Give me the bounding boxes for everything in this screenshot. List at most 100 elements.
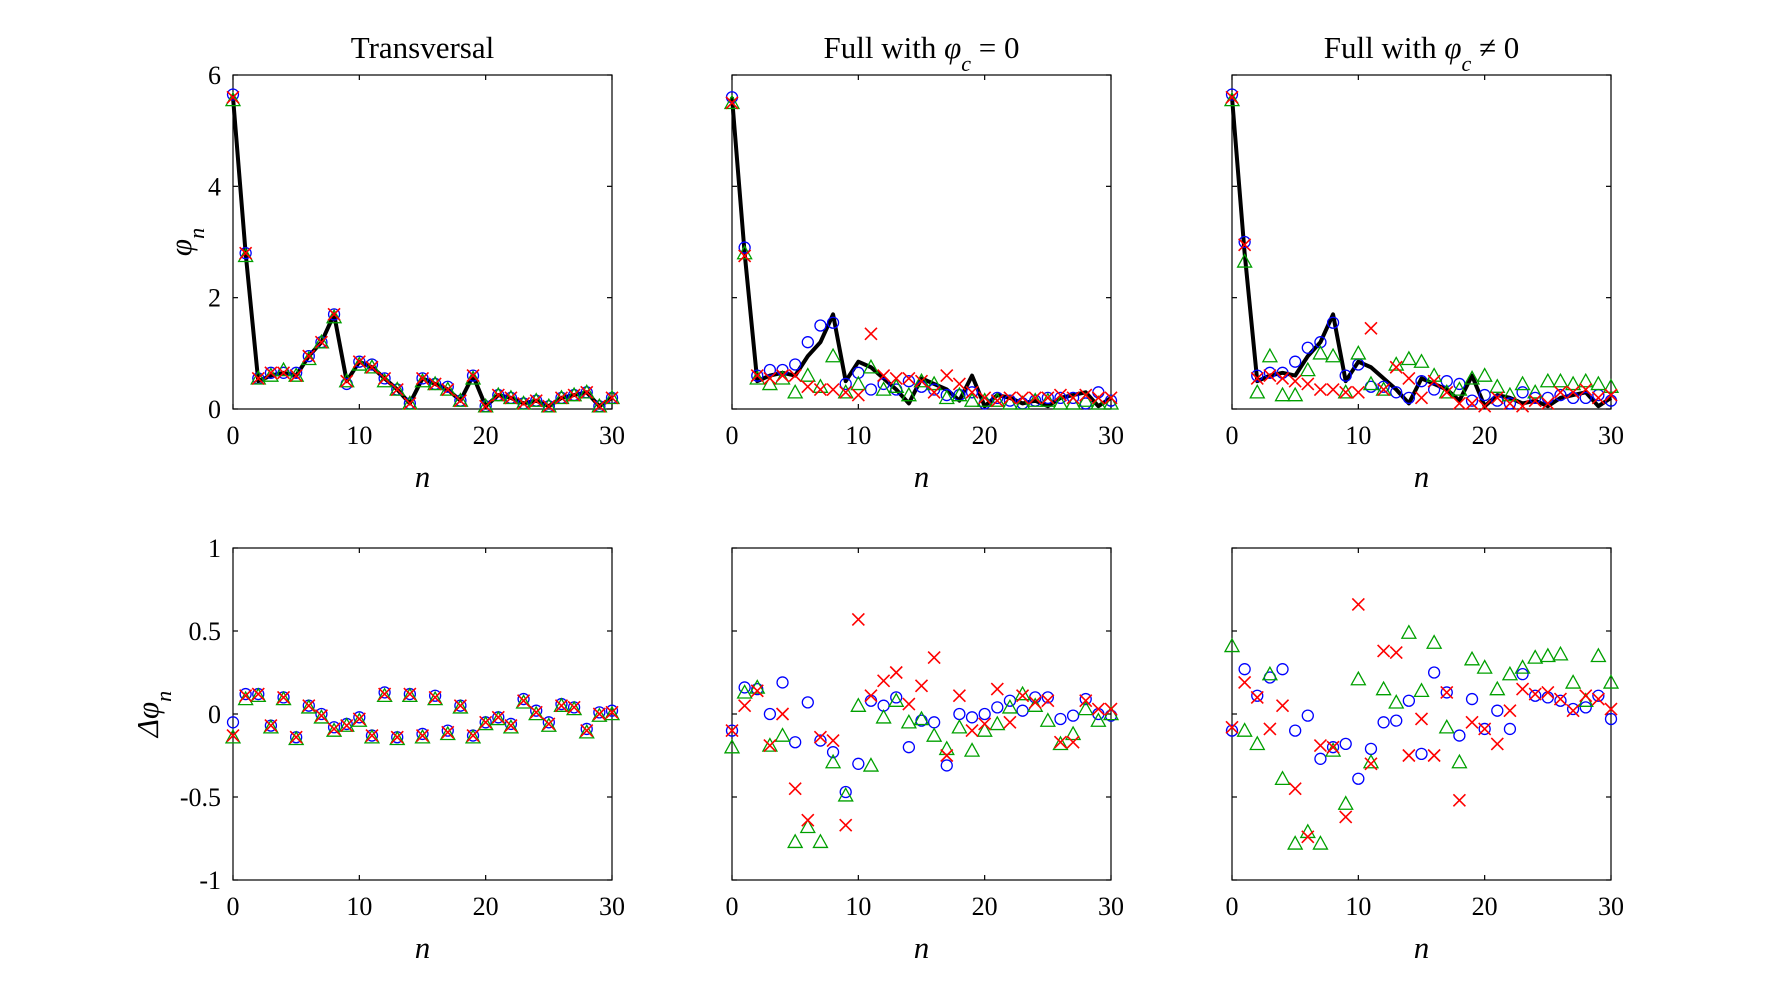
cross-point <box>902 697 916 711</box>
triangle-point <box>1413 682 1430 698</box>
y-axis-label: φn <box>163 228 209 256</box>
cross-point <box>1591 692 1605 706</box>
cross-point <box>1566 385 1580 399</box>
cross-point <box>763 371 777 385</box>
circle-point <box>738 681 751 694</box>
cross-point <box>580 724 594 738</box>
triangle-point <box>1451 381 1468 396</box>
triangle-point <box>603 389 621 405</box>
cross-point <box>1604 388 1618 402</box>
triangle-point <box>237 247 254 263</box>
triangle-point <box>565 386 583 402</box>
cross-point <box>889 371 903 385</box>
circle-point <box>1503 722 1517 736</box>
cross-point <box>453 699 467 713</box>
cross-point <box>567 388 581 402</box>
circle-point <box>1415 747 1428 760</box>
triangle-point <box>502 718 520 734</box>
triangle-point <box>1463 650 1481 666</box>
triangle-point <box>591 707 608 722</box>
triangle-point <box>1451 753 1468 769</box>
triangle-point <box>1400 350 1417 366</box>
cross-point <box>1427 748 1441 763</box>
triangle-point <box>951 718 968 734</box>
cross-point <box>1389 360 1403 374</box>
cross-point <box>567 700 581 714</box>
cross-point <box>1579 689 1593 703</box>
x-tick-label: 10 <box>845 421 871 450</box>
cross-point <box>763 738 777 753</box>
circle-point <box>902 741 916 754</box>
cross-point <box>1604 702 1618 716</box>
circle-point <box>1263 366 1277 379</box>
circle-point <box>890 691 903 704</box>
cross-point <box>314 335 328 349</box>
panel-1: 0 10 20 30 0 2 4 6 n φn Transversal <box>163 30 625 494</box>
cross-point <box>1339 385 1353 399</box>
triangle-point <box>603 705 621 721</box>
triangle-point <box>250 370 267 385</box>
triangle-point <box>250 687 267 702</box>
circle-point <box>927 716 941 729</box>
cross-point <box>1465 396 1479 410</box>
x-axis-label: n <box>1414 930 1430 965</box>
triangle-point <box>1350 670 1367 686</box>
cross-point <box>1516 682 1530 696</box>
triangle-point <box>913 710 930 726</box>
circle-point <box>1289 724 1302 737</box>
cross-point <box>1566 704 1580 718</box>
cross-point <box>851 612 865 626</box>
triangle-point <box>490 386 507 402</box>
triangle-point <box>926 727 943 742</box>
triangle-point <box>1362 375 1380 391</box>
triangle-point <box>439 725 456 741</box>
triangle-point <box>837 383 854 399</box>
y-tick-label: 0.5 <box>189 617 222 646</box>
circle-point <box>1390 714 1403 727</box>
cross-point <box>365 360 379 374</box>
circle-point <box>839 785 852 799</box>
circle-point <box>1516 668 1529 681</box>
triangle-point <box>300 350 317 366</box>
circle-point <box>1276 663 1289 676</box>
triangle-point <box>275 690 292 706</box>
cross-point <box>1301 830 1315 844</box>
circle-point <box>1238 663 1251 676</box>
cross-point <box>940 748 954 763</box>
circle-point <box>1566 702 1580 716</box>
cross-point <box>1326 382 1340 397</box>
x-tick-label: 30 <box>1098 421 1124 450</box>
x-tick-label: 30 <box>1598 892 1624 921</box>
triangle-point <box>540 397 557 413</box>
triangle-point <box>888 378 905 393</box>
circle-point <box>1016 704 1029 717</box>
cross-point <box>1339 810 1353 824</box>
cross-point <box>1225 90 1239 104</box>
triangle-point <box>976 722 993 737</box>
cross-point <box>851 388 865 402</box>
circle-point <box>353 711 366 724</box>
cross-point <box>453 394 467 408</box>
cross-point <box>1591 391 1605 405</box>
triangle-point <box>1236 253 1253 268</box>
triangle-point <box>989 715 1006 731</box>
circle-point <box>1604 712 1618 726</box>
panel-title: Full with φc ≠ 0 <box>1324 30 1520 76</box>
cross-point <box>1553 385 1568 399</box>
x-tick-label: 0 <box>1226 421 1239 450</box>
circle-point <box>1465 394 1479 407</box>
triangle-point <box>1064 395 1082 410</box>
triangle-point <box>1249 383 1266 399</box>
circle-point <box>378 686 391 699</box>
cross-point <box>592 399 606 413</box>
cross-point <box>1288 374 1302 388</box>
cross-point <box>1091 391 1105 405</box>
circle-point <box>1079 692 1092 706</box>
triangle-point <box>850 697 867 712</box>
triangle-point <box>951 386 968 402</box>
y-tick-label: 4 <box>208 172 221 201</box>
cross-point <box>1028 391 1042 405</box>
circle-point <box>1041 691 1054 704</box>
triangle-point <box>1001 395 1019 410</box>
